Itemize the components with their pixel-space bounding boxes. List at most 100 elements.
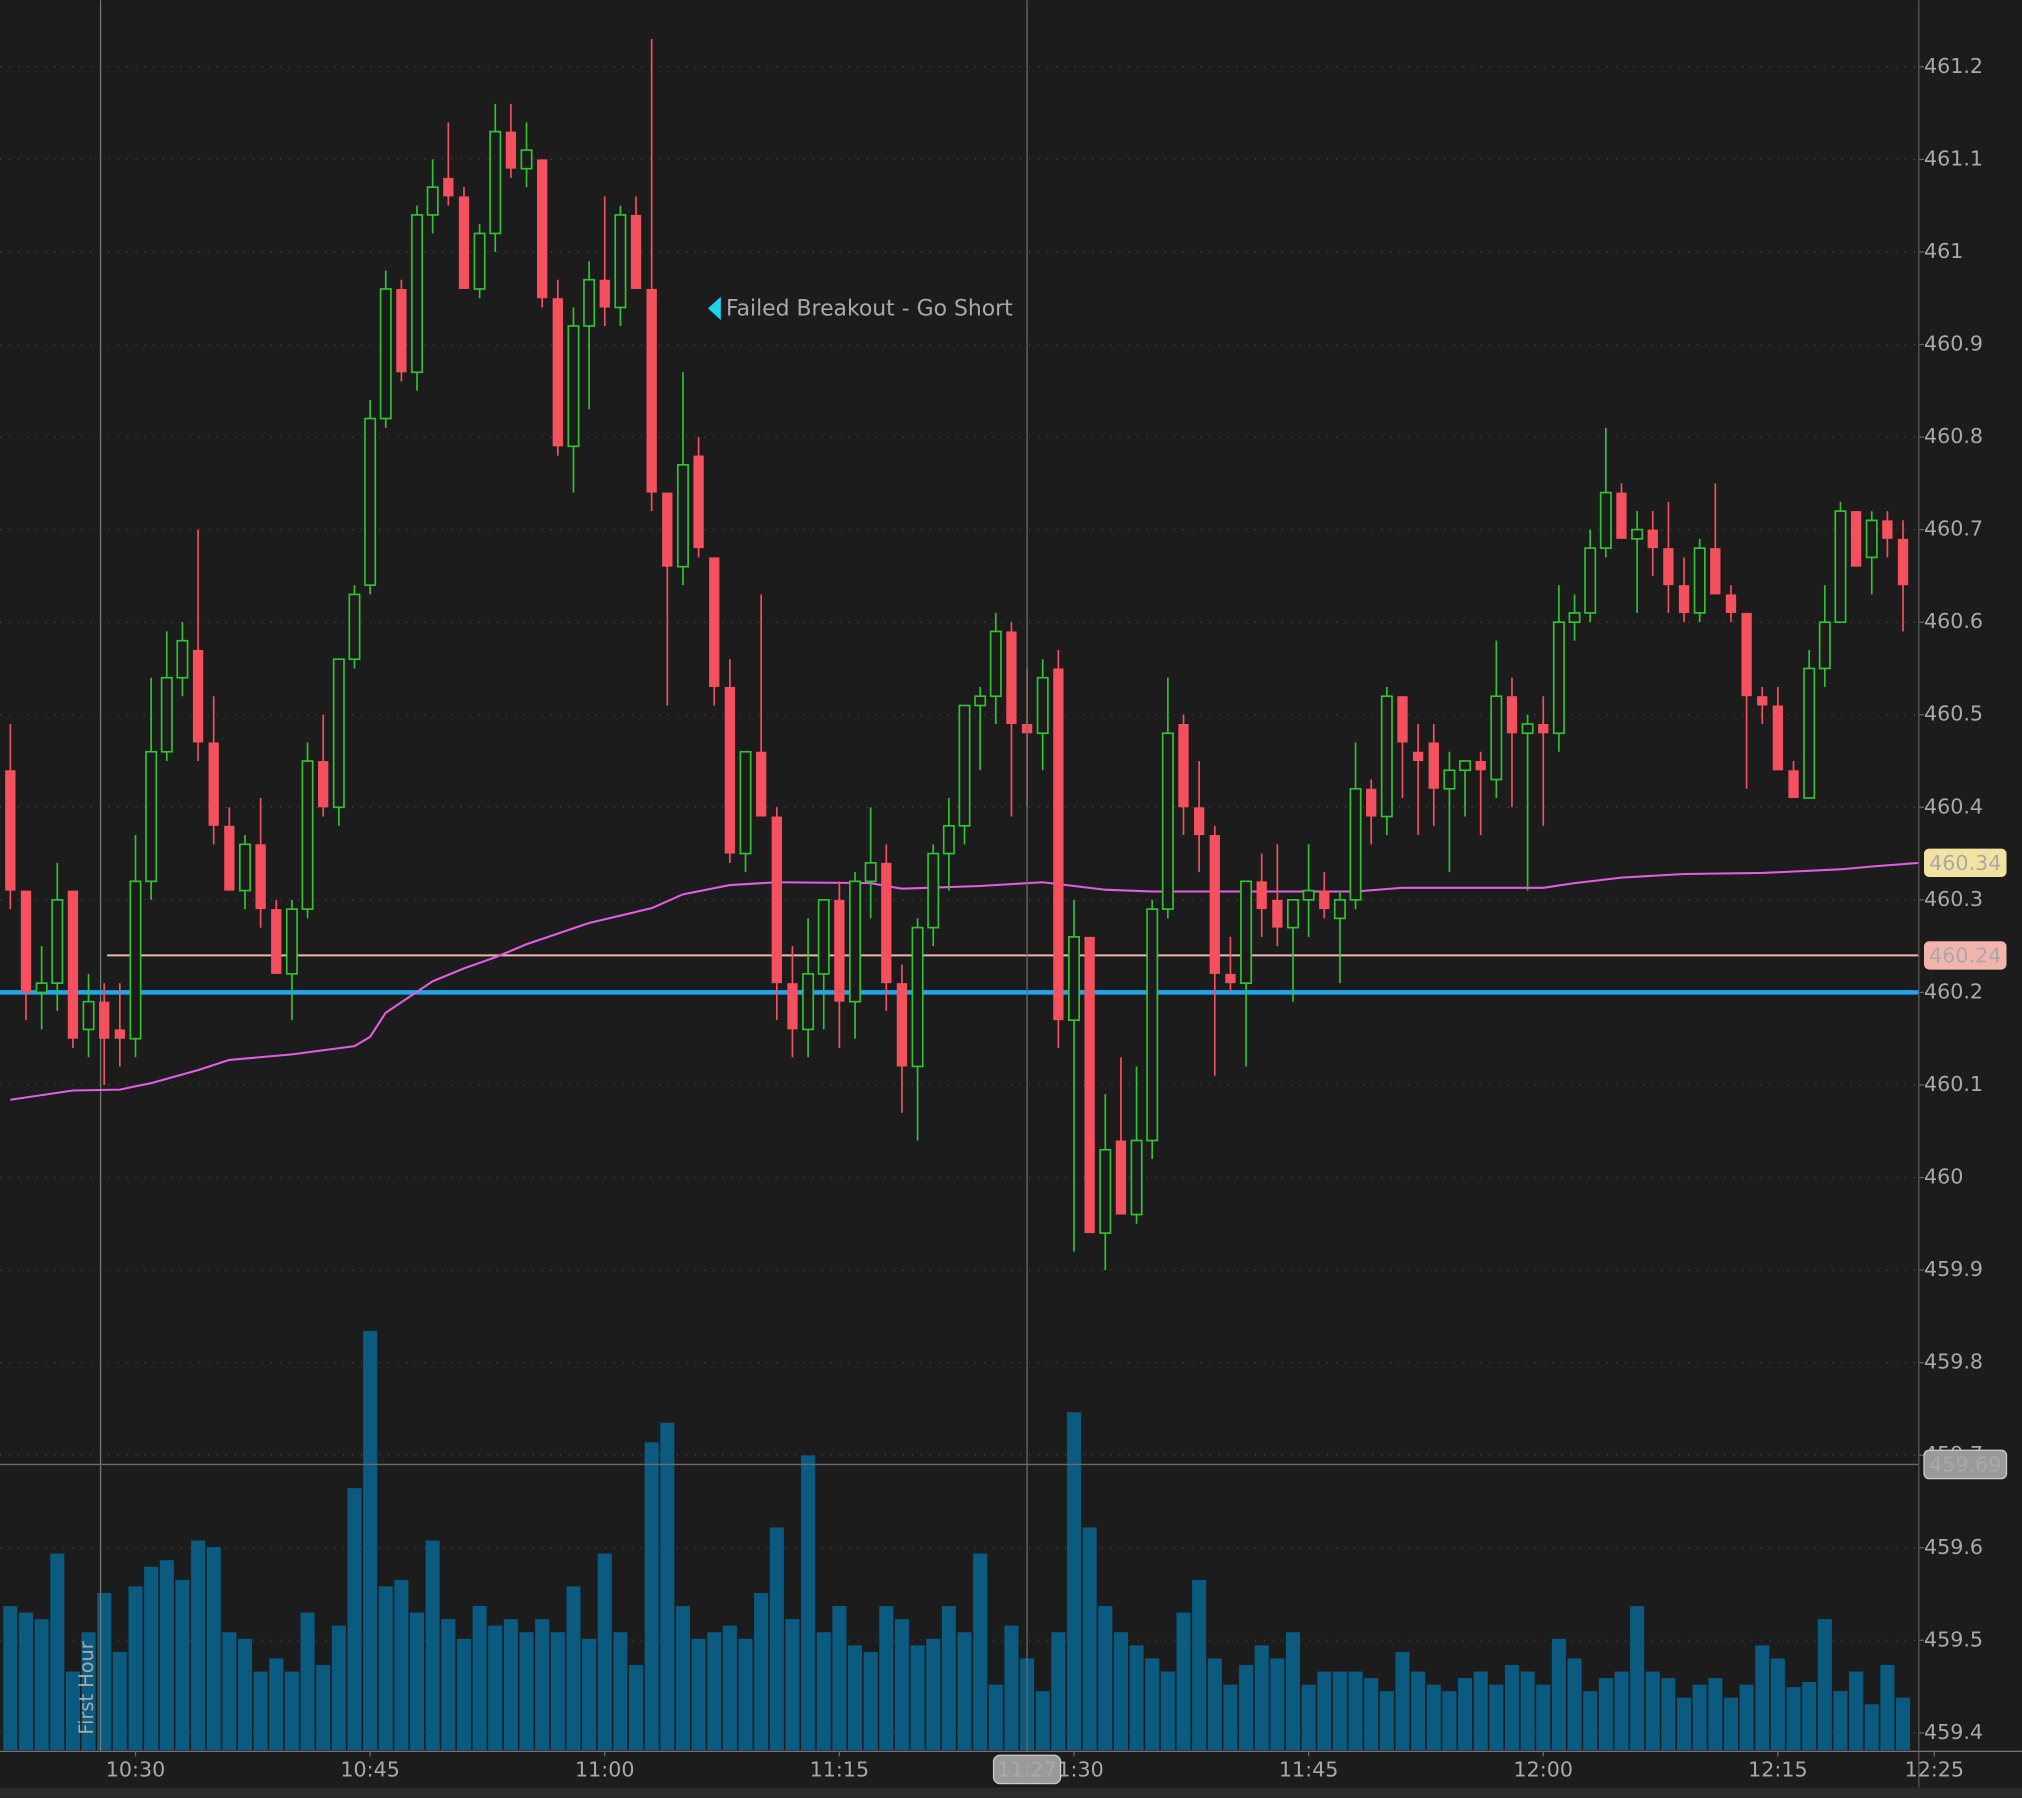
- plot-area: First Hour Failed Breakout - Go Short: [0, 0, 1919, 1752]
- candle-body: [942, 824, 955, 855]
- volume-bar: [973, 1553, 988, 1751]
- volume-bar: [1442, 1691, 1457, 1751]
- candle-body: [896, 983, 908, 1067]
- candle-body: [709, 557, 720, 687]
- y-tick-label: 459.8: [1924, 1350, 1983, 1374]
- candle-body: [1741, 612, 1752, 697]
- y-tick-label: 460.2: [1924, 979, 1983, 1003]
- candle-body: [285, 908, 298, 975]
- bottom-strip: [0, 1787, 2022, 1798]
- volume-bar: [1270, 1658, 1285, 1751]
- candle-body: [1772, 705, 1784, 771]
- candle-body: [1068, 936, 1081, 1022]
- candle-body: [1631, 528, 1644, 540]
- volume-bar: [175, 1579, 190, 1751]
- candle-body: [739, 750, 752, 855]
- x-tick-label: 10:30: [106, 1758, 165, 1782]
- volume-bar: [1504, 1664, 1520, 1751]
- candle-body: [881, 862, 892, 984]
- volume-bar: [191, 1540, 206, 1751]
- volume-bar: [519, 1632, 534, 1751]
- candle-body: [630, 214, 642, 289]
- volume-bar: [738, 1638, 753, 1751]
- candle-body: [396, 288, 407, 373]
- candle-body: [771, 816, 782, 984]
- candle-body: [489, 130, 502, 235]
- candle-body: [552, 298, 563, 447]
- volume-bar: [691, 1638, 706, 1751]
- volume-bar: [410, 1612, 425, 1751]
- candle-body: [82, 1000, 95, 1031]
- candle-body: [834, 899, 845, 1002]
- candle-body: [505, 131, 517, 169]
- candle-body: [1897, 538, 1909, 586]
- candle-body: [1193, 807, 1205, 836]
- y-tick-label: 459.5: [1924, 1627, 1983, 1651]
- volume-bar: [1708, 1678, 1723, 1751]
- candle-body: [1538, 723, 1549, 734]
- candle-body: [1459, 760, 1472, 772]
- volume-bar: [1489, 1684, 1504, 1751]
- volume-bar: [1473, 1671, 1488, 1751]
- candle-body: [1380, 695, 1393, 818]
- volume-bar: [1207, 1658, 1222, 1751]
- candle-body: [1443, 769, 1456, 790]
- volume-bar: [1520, 1671, 1535, 1751]
- candle-body: [1490, 695, 1503, 781]
- candle-body: [208, 742, 219, 826]
- y-tick-label: 460.4: [1924, 794, 1983, 818]
- volume-bar: [222, 1632, 237, 1751]
- volume-bar: [159, 1560, 174, 1751]
- volume-bar: [941, 1606, 956, 1751]
- volume-bar: [1176, 1612, 1191, 1751]
- candle-body: [756, 751, 767, 817]
- candle-body: [114, 1029, 126, 1039]
- volume-bar: [488, 1625, 503, 1751]
- volume-bar: [1145, 1658, 1160, 1751]
- candle-body: [693, 455, 704, 549]
- volume-bar: [1301, 1684, 1316, 1751]
- x-tick-label: 12:00: [1514, 1758, 1573, 1782]
- volume-bar: [566, 1586, 581, 1751]
- volume-bar: [284, 1671, 299, 1751]
- y-tick-label: 461.1: [1924, 146, 1983, 170]
- y-tick-label: 460.6: [1924, 609, 1983, 633]
- session-marker-label: First Hour: [75, 1641, 98, 1734]
- candle-body: [599, 279, 610, 308]
- candle-body: [364, 417, 377, 586]
- candle-body: [1678, 585, 1690, 613]
- volume-bar: [957, 1632, 972, 1751]
- candle-body: [1521, 723, 1534, 735]
- volume-bar: [112, 1651, 127, 1751]
- candle-body: [614, 214, 627, 309]
- volume-bar: [3, 1606, 18, 1751]
- candle-body: [1366, 788, 1377, 817]
- candle-body: [1663, 548, 1674, 586]
- volume-bar: [863, 1651, 878, 1751]
- volume-bar: [1254, 1645, 1269, 1751]
- candle-body: [1333, 899, 1346, 920]
- volume-bar: [1770, 1658, 1785, 1751]
- annotation-arrow: [707, 296, 721, 320]
- volume-bar: [1551, 1638, 1566, 1751]
- volume-bar: [253, 1671, 268, 1751]
- volume-bar: [1755, 1645, 1770, 1751]
- volume-bar: [1317, 1671, 1332, 1751]
- candle-body: [1475, 761, 1486, 771]
- candle-body: [443, 177, 454, 197]
- candle-body: [1036, 676, 1049, 735]
- volume-bar: [1895, 1697, 1911, 1751]
- price-tag-box: [1923, 848, 2007, 878]
- y-tick-label: 459.4: [1924, 1720, 1983, 1744]
- candle-body: [411, 214, 424, 374]
- volume-bar: [1692, 1684, 1707, 1751]
- volume-bar: [1223, 1684, 1238, 1751]
- y-tick-label: 460.3: [1924, 887, 1983, 911]
- volume-bar: [1364, 1678, 1379, 1751]
- candle-body: [348, 593, 361, 661]
- volume-bar: [894, 1619, 909, 1751]
- candle-body: [1599, 491, 1612, 549]
- candle-body: [1865, 519, 1878, 559]
- volume-bar: [1458, 1678, 1473, 1751]
- volume-bar: [1880, 1664, 1895, 1751]
